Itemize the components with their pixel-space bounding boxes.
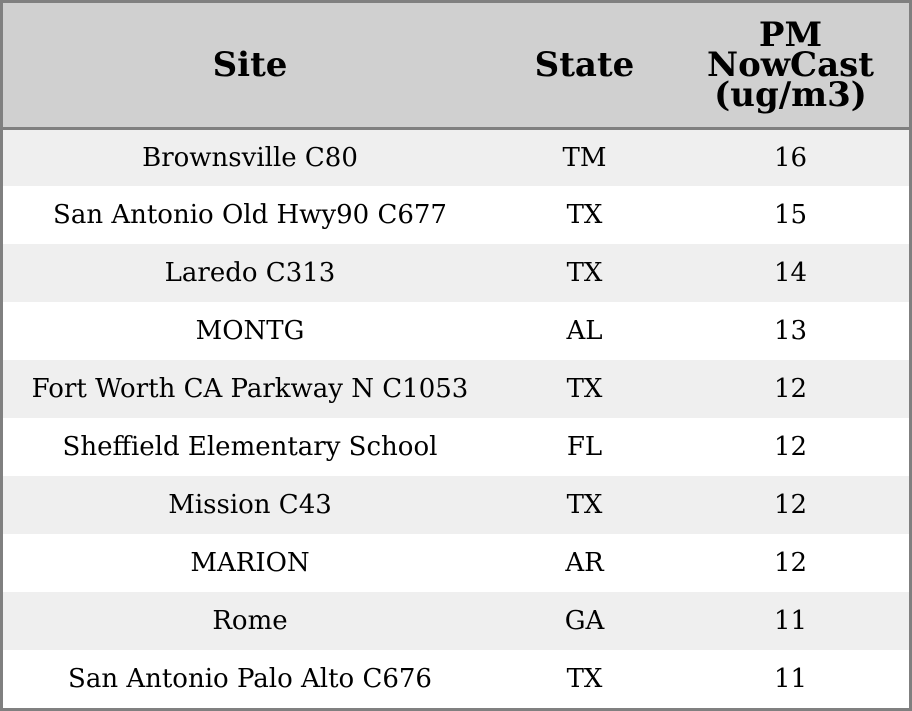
cell-state: TM: [562, 142, 607, 173]
cell-pm: 12: [773, 432, 808, 462]
cell-site: Brownsville C80: [142, 142, 358, 173]
cell-pm: 11: [773, 664, 808, 694]
table-row: San Antonio Palo Alto C676 TX 11: [3, 650, 909, 708]
cell-state: AR: [565, 548, 604, 578]
cell-site: San Antonio Palo Alto C676: [68, 664, 432, 694]
cell-pm: 12: [773, 548, 808, 578]
table-row: San Antonio Old Hwy90 C677 TX 15: [3, 186, 909, 244]
cell-state: GA: [564, 606, 605, 636]
table-row: MARION AR 12: [3, 534, 909, 592]
table-row: Rome GA 11: [3, 592, 909, 650]
cell-state: TX: [566, 490, 603, 520]
cell-pm: 15: [773, 200, 808, 230]
cell-state: FL: [566, 432, 603, 462]
cell-site: Fort Worth CA Parkway N C1053: [31, 374, 469, 404]
header-pm-line3: (ug/m3): [714, 74, 867, 115]
cell-site: Sheffield Elementary School: [62, 432, 438, 462]
cell-site: MARION: [190, 548, 310, 578]
table-header: Site State PM NowCast (ug/m3): [3, 3, 909, 130]
cell-site: San Antonio Old Hwy90 C677: [53, 200, 447, 230]
cell-state: TX: [566, 664, 603, 694]
header-pm-line1: PM: [758, 14, 823, 55]
table-row: Mission C43 TX 12: [3, 476, 909, 534]
cell-site: Mission C43: [168, 490, 332, 520]
cell-pm: 16: [773, 142, 808, 173]
header-row: Site State PM NowCast (ug/m3): [3, 3, 909, 130]
table-row: Fort Worth CA Parkway N C1053 TX 12: [3, 360, 909, 418]
table-row: Brownsville C80 TM 16: [3, 128, 909, 186]
table-row: Laredo C313 TX 14: [3, 244, 909, 302]
cell-pm: 12: [773, 374, 808, 404]
table-body: Brownsville C80 TM 16 San Antonio Old Hw…: [3, 128, 909, 708]
header-site[interactable]: Site: [3, 3, 497, 130]
header-pm-line2: NowCast: [707, 44, 874, 85]
cell-site: Rome: [212, 606, 288, 636]
cell-state: AL: [566, 316, 603, 346]
header-pm-nowcast[interactable]: PM NowCast (ug/m3): [672, 3, 909, 130]
cell-state: TX: [566, 374, 603, 404]
cell-site: Laredo C313: [164, 258, 336, 288]
table-row: Sheffield Elementary School FL 12: [3, 418, 909, 476]
data-table: Site State PM NowCast (ug/m3) Brownsvill…: [3, 3, 909, 708]
cell-pm: 13: [773, 316, 808, 346]
cell-state: TX: [566, 258, 603, 288]
header-state[interactable]: State: [497, 3, 672, 130]
cell-pm: 11: [773, 606, 808, 636]
cell-state: TX: [566, 200, 603, 230]
cell-pm: 14: [773, 258, 808, 288]
table-row: MONTG AL 13: [3, 302, 909, 360]
cell-pm: 12: [773, 490, 808, 520]
cell-site: MONTG: [195, 316, 305, 346]
